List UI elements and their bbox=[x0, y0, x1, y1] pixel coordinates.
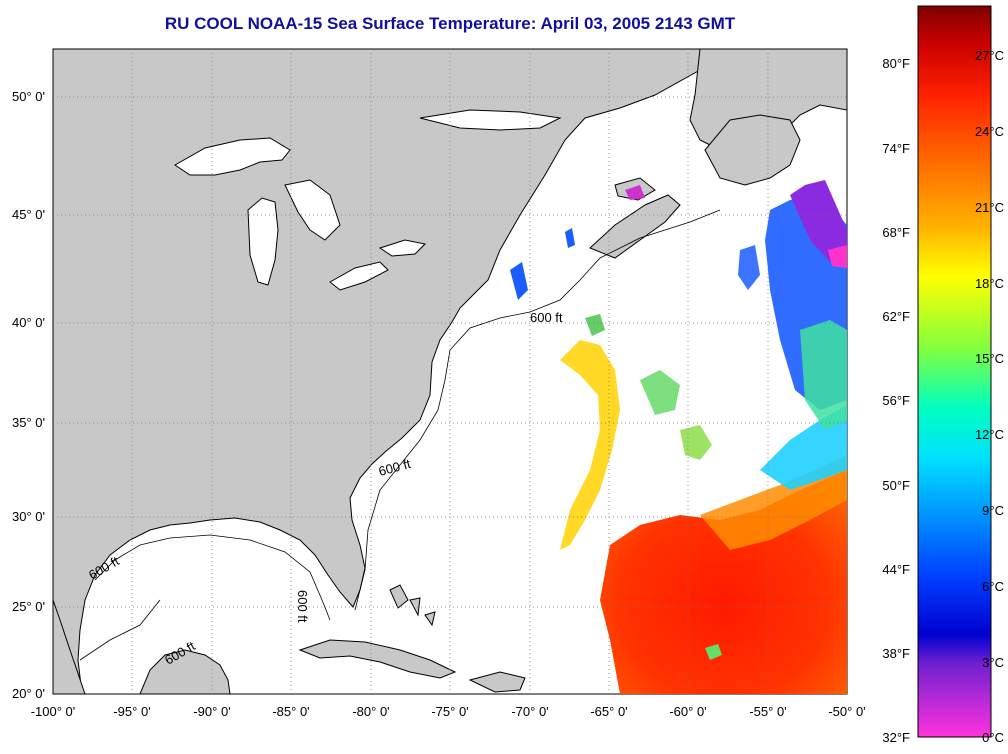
color-scale-bar bbox=[917, 5, 992, 738]
hudson-bay-edge bbox=[419, 109, 562, 131]
lon-tick: -60° 0' bbox=[669, 704, 706, 719]
lake-ontario bbox=[378, 239, 427, 257]
lon-tick: -75° 0' bbox=[431, 704, 468, 719]
sst-green-east bbox=[800, 320, 847, 430]
celsius-label: 18°C bbox=[975, 276, 1004, 291]
lat-tick: 20° 0' bbox=[12, 686, 45, 701]
celsius-label: 27°C bbox=[975, 48, 1004, 63]
lon-tick: -100° 0' bbox=[31, 704, 76, 719]
map-title: RU COOL NOAA-15 Sea Surface Temperature:… bbox=[164, 14, 736, 33]
depth-label-2: 600 ft bbox=[530, 310, 563, 325]
atlantic-shelf-contour bbox=[354, 209, 721, 611]
lon-tick: -55° 0' bbox=[749, 704, 786, 719]
lon-tick: -95° 0' bbox=[113, 704, 150, 719]
celsius-label: 3°C bbox=[982, 655, 1004, 670]
depth-label-5: 600 ft bbox=[295, 590, 310, 623]
sst-blue-patch-3 bbox=[565, 228, 575, 248]
land-bahamas bbox=[389, 584, 436, 627]
land-north-america bbox=[53, 49, 701, 694]
land-newfoundland bbox=[704, 114, 801, 186]
lat-tick: 30° 0' bbox=[12, 509, 45, 524]
lon-tick: -90° 0' bbox=[193, 704, 230, 719]
gulf-shelf-contour bbox=[94, 534, 331, 621]
fahrenheit-label: 56°F bbox=[882, 393, 910, 408]
sst-green-patch-1 bbox=[640, 370, 680, 415]
land-cuba bbox=[298, 639, 457, 679]
sst-green-patch-3 bbox=[585, 314, 605, 336]
fahrenheit-label: 38°F bbox=[882, 646, 910, 661]
lat-tick: 40° 0' bbox=[12, 315, 45, 330]
lat-tick: 25° 0' bbox=[12, 599, 45, 614]
lon-tick: -80° 0' bbox=[352, 704, 389, 719]
sst-blue-patch-2 bbox=[510, 262, 528, 300]
fahrenheit-label: 32°F bbox=[882, 730, 910, 745]
fahrenheit-label: 80°F bbox=[882, 56, 910, 71]
lon-tick: -50° 0' bbox=[828, 704, 865, 719]
sst-purple-ne bbox=[790, 180, 847, 262]
land-nova-scotia bbox=[589, 194, 681, 259]
celsius-label: 12°C bbox=[975, 427, 1004, 442]
fahrenheit-label: 68°F bbox=[882, 225, 910, 240]
lat-tick: 35° 0' bbox=[12, 415, 45, 430]
sst-blue-patch-1 bbox=[738, 245, 760, 290]
lat-tick: 45° 0' bbox=[12, 207, 45, 222]
celsius-label: 0°C bbox=[982, 730, 1004, 745]
sst-green-small bbox=[705, 644, 722, 660]
fahrenheit-label: 50°F bbox=[882, 478, 910, 493]
gulf-stream-contour-2 bbox=[79, 599, 161, 661]
lon-tick: -85° 0' bbox=[272, 704, 309, 719]
graticule bbox=[53, 49, 847, 694]
lon-tick: -70° 0' bbox=[511, 704, 548, 719]
lon-tick: -65° 0' bbox=[590, 704, 627, 719]
land-hispaniola bbox=[468, 671, 526, 693]
celsius-label: 24°C bbox=[975, 124, 1004, 139]
lat-tick: 50° 0' bbox=[12, 89, 45, 104]
fahrenheit-label: 44°F bbox=[882, 562, 910, 577]
celsius-label: 21°C bbox=[975, 200, 1004, 215]
land-mexico bbox=[53, 599, 86, 694]
sst-purple-patch bbox=[625, 185, 645, 200]
celsius-label: 15°C bbox=[975, 351, 1004, 366]
sst-magenta bbox=[828, 245, 847, 268]
celsius-label: 9°C bbox=[982, 503, 1004, 518]
sst-yellow-arc bbox=[560, 340, 620, 550]
fahrenheit-label: 74°F bbox=[882, 141, 910, 156]
land-yucatan bbox=[139, 649, 231, 694]
lake-huron bbox=[284, 179, 341, 241]
lake-erie bbox=[329, 261, 389, 291]
fahrenheit-label: 62°F bbox=[882, 309, 910, 324]
lake-superior bbox=[174, 137, 291, 176]
celsius-label: 6°C bbox=[982, 579, 1004, 594]
lake-michigan bbox=[247, 197, 279, 286]
